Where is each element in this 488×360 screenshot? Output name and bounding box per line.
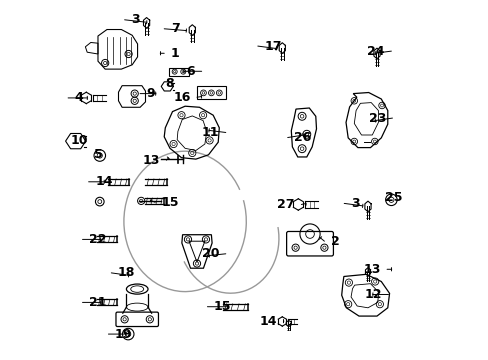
Text: 4: 4	[75, 91, 83, 104]
Text: 7: 7	[170, 22, 179, 35]
Text: 27: 27	[277, 198, 294, 211]
Text: 21: 21	[89, 296, 106, 309]
Text: 17: 17	[264, 40, 281, 53]
Text: 5: 5	[94, 148, 103, 161]
Text: 3: 3	[131, 13, 140, 26]
Text: 12: 12	[364, 288, 381, 301]
Text: 14: 14	[259, 315, 276, 328]
Text: 13: 13	[363, 263, 380, 276]
Text: 9: 9	[146, 87, 155, 100]
Text: 15: 15	[162, 196, 179, 209]
Text: 18: 18	[118, 266, 135, 279]
Text: 20: 20	[202, 247, 219, 260]
Text: 3: 3	[350, 197, 359, 210]
Text: 15: 15	[213, 300, 231, 313]
Text: 1: 1	[170, 47, 179, 60]
Text: 11: 11	[202, 126, 219, 139]
Text: 13: 13	[142, 154, 160, 167]
Text: 22: 22	[89, 233, 106, 246]
Text: 10: 10	[71, 134, 88, 147]
Text: 26: 26	[294, 131, 311, 144]
Text: 24: 24	[366, 45, 384, 58]
Text: 6: 6	[186, 65, 195, 78]
Text: 8: 8	[165, 77, 174, 90]
Text: 19: 19	[115, 328, 132, 341]
Text: 23: 23	[368, 112, 385, 125]
Text: 2: 2	[330, 235, 339, 248]
Text: 25: 25	[384, 191, 402, 204]
Text: 16: 16	[173, 91, 190, 104]
Text: 14: 14	[95, 175, 112, 188]
